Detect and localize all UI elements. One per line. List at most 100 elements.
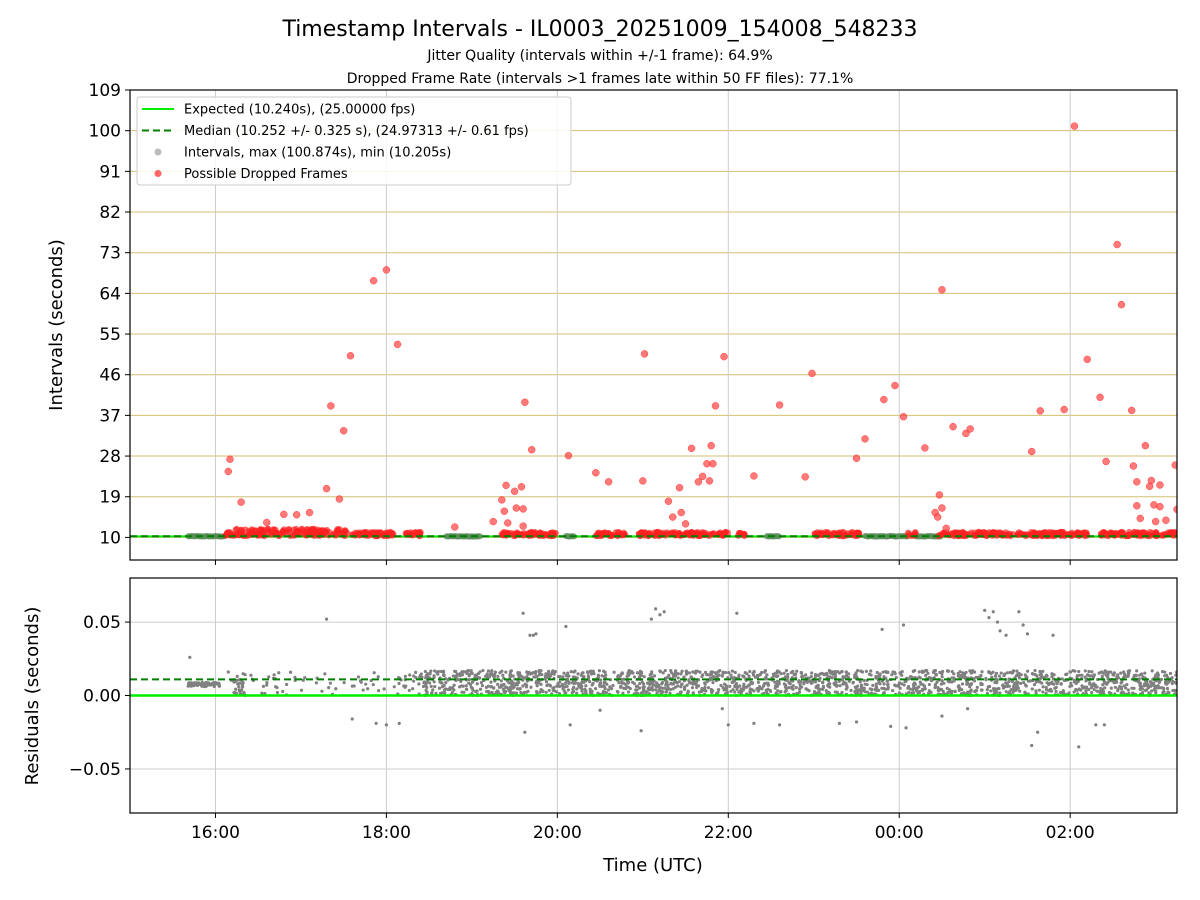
residual-point — [563, 685, 567, 689]
residual-point — [1100, 674, 1104, 678]
residual-point — [734, 684, 738, 689]
dropped-frame-point — [709, 459, 717, 468]
residual-point — [521, 684, 525, 688]
residual-point — [1073, 669, 1077, 673]
dropped-frame-point — [500, 507, 509, 515]
residual-point — [1024, 684, 1028, 688]
residual-point — [529, 685, 533, 689]
residual-point — [894, 684, 898, 688]
residual-point — [942, 681, 946, 685]
residual-point — [999, 671, 1003, 675]
residual-point — [634, 688, 638, 692]
residual-point — [1045, 674, 1049, 678]
residual-point — [847, 679, 851, 683]
residual-point — [734, 681, 739, 686]
residual-point — [912, 685, 916, 689]
residual-point — [947, 688, 952, 692]
residual-point — [476, 671, 481, 676]
residual-point — [1084, 679, 1088, 683]
residual-point — [1100, 670, 1104, 674]
residual-point — [564, 624, 568, 629]
residual-point — [1111, 672, 1115, 677]
intervals-grid — [130, 89, 1177, 560]
residual-point — [639, 691, 644, 695]
residual-point — [683, 687, 687, 692]
dropped-frame-point — [322, 528, 330, 536]
residual-point — [827, 668, 831, 673]
residual-point — [1146, 686, 1150, 690]
residual-point — [477, 676, 481, 680]
dropped-frame-point — [327, 402, 335, 410]
residual-point — [763, 681, 767, 685]
dropped-frame-point — [517, 483, 526, 491]
residual-point — [870, 687, 874, 692]
dropped-frame-point — [675, 483, 684, 492]
residual-point — [499, 679, 503, 683]
residual-point — [911, 669, 915, 673]
residual-point — [675, 681, 679, 685]
residual-point — [428, 681, 432, 685]
residual-point — [979, 688, 984, 692]
residual-point — [869, 669, 873, 673]
residual-point — [890, 673, 894, 677]
residual-point — [830, 670, 834, 674]
residual-point — [969, 683, 973, 687]
residual-point — [507, 681, 511, 685]
dropped-frame-point — [1036, 407, 1044, 415]
residual-point — [320, 689, 324, 693]
residual-point — [933, 682, 937, 687]
residual-point — [972, 679, 977, 683]
residual-point — [596, 674, 600, 678]
intervals-ytick-label: 100 — [89, 122, 121, 142]
residual-point — [668, 687, 673, 692]
residual-point — [265, 683, 269, 687]
dropped-frame-point — [722, 529, 729, 536]
residual-point — [784, 688, 788, 693]
residual-point — [652, 674, 657, 678]
residual-point — [935, 680, 939, 685]
residual-point — [392, 685, 396, 689]
residuals-xtick-label: 02:00 — [1046, 823, 1095, 843]
residual-point — [1054, 689, 1058, 694]
residual-point — [864, 669, 868, 673]
residual-point — [918, 676, 923, 680]
residual-point — [752, 721, 756, 726]
residual-point — [442, 688, 447, 692]
residual-point — [773, 686, 777, 690]
residual-point — [583, 687, 587, 691]
residual-point — [1150, 669, 1154, 673]
intervals-ylabel: Intervals (seconds) — [46, 239, 67, 411]
residual-point — [431, 688, 435, 692]
dropped-frame-point — [346, 351, 355, 360]
residual-point — [1090, 674, 1094, 678]
residual-point — [1090, 690, 1094, 695]
dropped-frame-point — [997, 529, 1004, 537]
residual-point — [925, 668, 929, 673]
residual-point — [863, 682, 867, 686]
residual-point — [594, 687, 598, 691]
residual-point — [694, 680, 699, 684]
residual-point — [791, 684, 795, 688]
residual-point — [821, 680, 825, 684]
residual-point — [437, 686, 442, 690]
residual-point — [1034, 680, 1038, 684]
residual-point — [902, 683, 906, 687]
residual-point — [603, 687, 607, 691]
dropped-frame-point — [921, 444, 929, 452]
residual-point — [658, 689, 662, 693]
residual-point — [704, 689, 708, 693]
residual-point — [1170, 681, 1174, 686]
residual-point — [1149, 681, 1154, 685]
residual-point — [710, 690, 714, 695]
residual-point — [397, 721, 401, 726]
residual-point — [240, 682, 245, 686]
residual-point — [598, 708, 602, 712]
residual-point — [649, 617, 653, 621]
residual-point — [800, 685, 804, 689]
residual-point — [940, 714, 944, 718]
residual-point — [456, 677, 460, 682]
dropped-frame-point — [849, 529, 856, 536]
residual-point — [940, 672, 944, 676]
residual-point — [818, 687, 822, 691]
dropped-frame-point — [535, 530, 543, 537]
